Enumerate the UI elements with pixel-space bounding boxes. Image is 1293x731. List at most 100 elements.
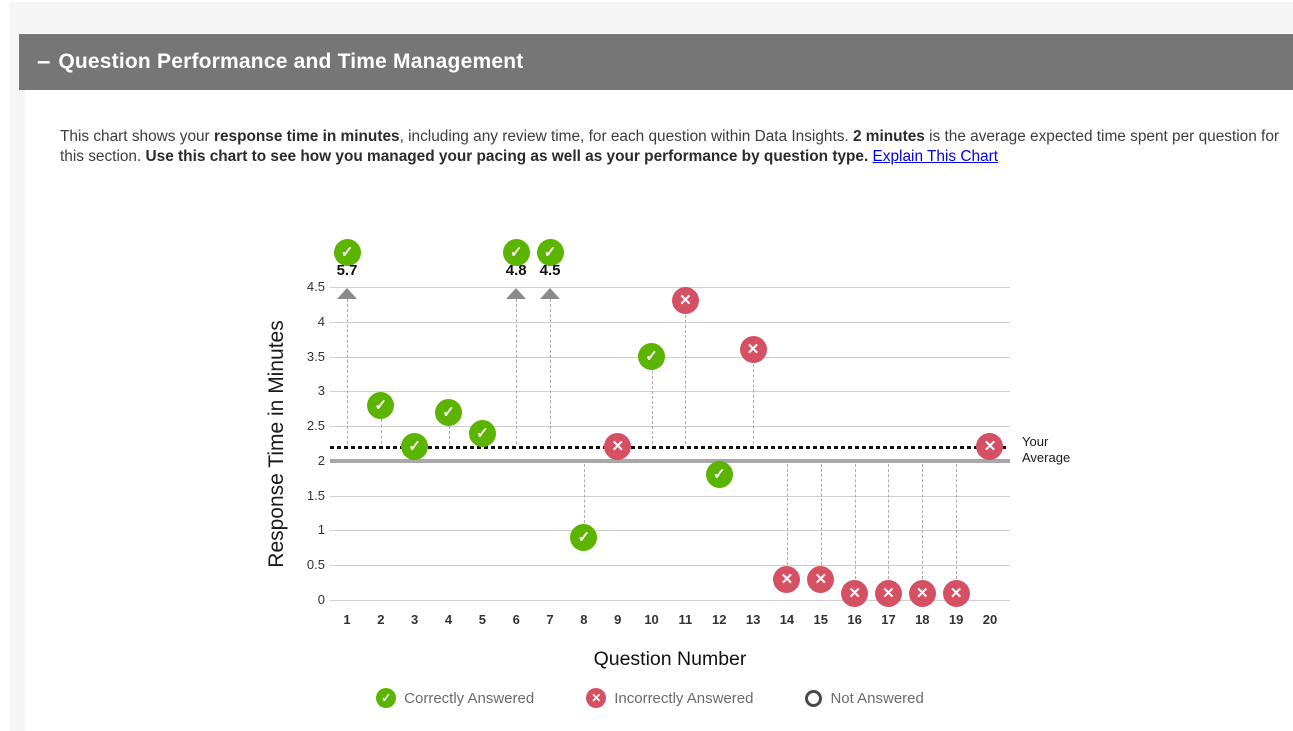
your-average-line: [330, 445, 1008, 449]
x-axis-tick-label: 2: [377, 612, 385, 627]
marker-incorrect-q13: ✕: [739, 336, 767, 364]
gridline: [330, 600, 1010, 601]
check-icon: ✓: [374, 396, 388, 414]
point-connector-q2: [380, 419, 382, 444]
x-icon: ✕: [949, 584, 963, 602]
section-title: Question Performance and Time Management: [58, 50, 524, 73]
marker-incorrect-q11: ✕: [671, 287, 699, 315]
marker-incorrect-q18: ✕: [908, 579, 936, 607]
x-axis-tick-label: 10: [644, 612, 659, 627]
section-header: – Question Performance and Time Manageme…: [19, 34, 1293, 90]
check-icon: ✓: [509, 243, 523, 261]
not-answered-circle-icon: [805, 689, 823, 707]
x-axis-tick-label: 11: [678, 612, 693, 627]
gridline: [330, 391, 1010, 393]
x-axis-tick-label: 19: [948, 612, 964, 627]
marker-correct-q1: ✓: [333, 238, 361, 266]
gridline: [330, 530, 1010, 532]
chart-description: This chart shows your response time in m…: [60, 127, 1282, 166]
point-connector-q17: [888, 463, 890, 580]
gridline: [330, 321, 1010, 323]
correct-check-icon: ✓: [376, 688, 397, 708]
x-axis-tick-label: 7: [546, 612, 554, 627]
x-icon: ✕: [814, 570, 828, 588]
marker-correct-q12: ✓: [705, 461, 733, 489]
point-connector-q6: [516, 299, 518, 444]
check-icon: ✓: [645, 348, 658, 366]
x-axis-tick-label: 17: [881, 612, 896, 627]
point-connector-q16: [854, 463, 856, 580]
marker-incorrect-q14: ✕: [773, 565, 801, 593]
check-icon: ✓: [577, 528, 591, 546]
gridline: [330, 495, 1010, 497]
x-axis-tick-label: 14: [779, 612, 795, 627]
x-axis-tick-label: 1: [343, 612, 351, 627]
x-icon: ✕: [746, 341, 760, 359]
x-axis-tick-label: 6: [512, 612, 520, 627]
clip-arrow-icon: [506, 288, 527, 299]
legend-label: Not Answered: [830, 689, 924, 707]
marker-correct-q3: ✓: [401, 433, 429, 461]
legend-item-none: Not Answered: [805, 689, 924, 707]
x-axis-tick-label: 18: [915, 612, 930, 627]
y-axis-tick-label: 0.5: [306, 557, 325, 573]
point-connector-q14: [786, 463, 788, 566]
point-connector-q4: [448, 426, 450, 444]
x-icon: ✕: [679, 292, 692, 310]
marker-correct-q10: ✓: [638, 343, 666, 371]
marker-incorrect-q17: ✕: [874, 579, 902, 607]
check-icon: ✓: [381, 691, 392, 705]
y-axis-tick-label: 3: [317, 383, 325, 399]
clip-arrow-icon: [337, 288, 357, 299]
point-connector-q13: [753, 363, 755, 444]
check-icon: ✓: [543, 243, 557, 261]
gridline: [330, 426, 1010, 428]
x-icon: ✕: [780, 570, 794, 588]
check-icon: ✓: [340, 243, 354, 261]
legend-item-incorrect: ✕ Incorrectly Answered: [586, 688, 753, 708]
description-text: This chart shows your: [60, 128, 214, 145]
y-axis-title: Response Time in Minutes: [265, 320, 288, 568]
check-icon: ✓: [712, 466, 726, 484]
gridline: [330, 287, 1010, 288]
y-axis-tick-label: 2.5: [306, 418, 325, 434]
explain-chart-link[interactable]: Explain This Chart: [872, 147, 998, 165]
x-axis-tick-label: 15: [813, 612, 829, 627]
description-text: is the average expected time spent per q…: [60, 128, 1280, 165]
legend-label: Correctly Answered: [404, 689, 535, 707]
clipped-value-label-q1: 5.7: [336, 262, 358, 279]
x-axis-tick-label: 16: [847, 612, 862, 627]
description-bold-text: Use this chart to see how you managed yo…: [145, 147, 869, 165]
point-connector-q7: [550, 299, 552, 444]
point-connector-q10: [651, 370, 653, 444]
description-bold-text: 2 minutes: [852, 128, 925, 145]
x-axis-tick-label: 5: [478, 612, 486, 627]
page-background-left: [10, 2, 25, 731]
x-icon: ✕: [882, 584, 895, 602]
marker-correct-q2: ✓: [367, 391, 395, 419]
y-axis-tick-label: 2: [317, 452, 325, 468]
x-axis-tick-label: 3: [411, 612, 419, 627]
description-bold-text: response time in minutes: [213, 128, 400, 145]
check-icon: ✓: [442, 403, 455, 421]
marker-correct-q7: ✓: [536, 238, 564, 266]
x-axis-tick-label: 13: [745, 612, 761, 627]
x-icon: ✕: [983, 438, 997, 456]
marker-incorrect-q9: ✕: [604, 433, 632, 461]
y-axis-tick-label: 1: [317, 522, 325, 538]
point-connector-q1: [347, 299, 348, 444]
point-connector-q15: [820, 463, 822, 566]
collapse-section-toggle[interactable]: –: [37, 48, 51, 75]
check-icon: ✓: [476, 424, 489, 442]
check-icon: ✓: [408, 438, 421, 456]
marker-correct-q5: ✓: [468, 419, 496, 447]
legend-label: Incorrectly Answered: [614, 689, 754, 707]
marker-incorrect-q16: ✕: [841, 579, 869, 607]
gridline: [330, 356, 1010, 358]
marker-incorrect-q20: ✕: [976, 433, 1004, 461]
x-icon: ✕: [916, 584, 929, 602]
marker-correct-q6: ✓: [502, 238, 530, 266]
clipped-value-label-q6: 4.8: [505, 262, 527, 279]
